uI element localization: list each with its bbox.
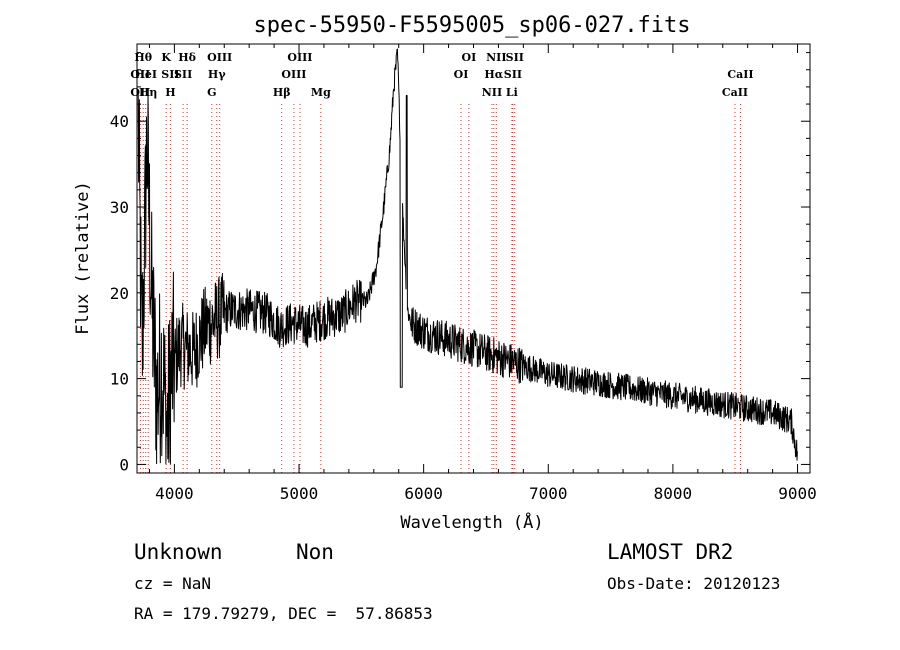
line-marker-label: Hβ [273, 86, 291, 99]
line-marker-label: G [207, 86, 216, 99]
y-tick-label: 40 [110, 112, 129, 131]
line-marker-label: SII [504, 68, 522, 81]
y-tick-label: 20 [110, 284, 129, 303]
line-marker-label: Hγ [208, 68, 226, 81]
line-marker-label: Hθ [134, 51, 152, 64]
object-subclass: Non [296, 540, 334, 564]
line-marker-label: Mg [311, 86, 331, 99]
x-tick-label: 8000 [654, 484, 693, 503]
redshift-value: cz = NaN [134, 574, 212, 593]
line-marker-label: OIII [287, 51, 312, 64]
line-marker-label: CaII [722, 86, 748, 99]
y-tick-label: 10 [110, 370, 129, 389]
x-tick-label: 9000 [778, 484, 817, 503]
line-marker-label: CaII [727, 68, 753, 81]
plot-frame [136, 43, 811, 474]
x-tick-label: 5000 [280, 484, 319, 503]
line-marker-label: OIII [281, 68, 306, 81]
line-marker-label: H [165, 86, 175, 99]
line-marker-label: NII [482, 86, 502, 99]
line-marker-label: HeI [134, 68, 157, 81]
line-marker-label: SII [506, 51, 524, 64]
x-tick-label: 6000 [404, 484, 443, 503]
line-marker-label: OIII [207, 51, 232, 64]
line-marker-label: OI [462, 51, 477, 64]
y-tick-label: 0 [119, 455, 129, 474]
line-marker-label: OI [454, 68, 469, 81]
x-tick-label: 4000 [155, 484, 194, 503]
y-axis: 0 10 20 30 40 [110, 52, 810, 474]
line-marker-label: SII [161, 68, 179, 81]
line-marker-label: K [161, 51, 171, 64]
spectrum-series [137, 48, 798, 465]
observation-date: Obs-Date: 20120123 [607, 574, 781, 593]
line-marker-label: OII [130, 68, 150, 81]
y-tick-label: 30 [110, 198, 129, 217]
spectral-line-markers: OIIOIIHθHeIHηKSIIHHδSIIGHγOIIIHβOIIIOIII… [130, 51, 754, 473]
x-axis: 4000 5000 6000 7000 8000 9000 [148, 44, 817, 503]
x-axis-label: Wavelength (Å) [400, 511, 543, 533]
survey-name: LAMOST DR2 [607, 540, 734, 564]
x-tick-label: 7000 [529, 484, 568, 503]
line-marker-label: Li [506, 86, 518, 99]
line-marker-label: Hδ [178, 51, 196, 64]
line-marker-label: NII [486, 51, 506, 64]
line-marker-label: Hα [484, 68, 503, 81]
coordinates: RA = 179.79279, DEC = 57.86853 [134, 604, 433, 623]
line-marker-label: Hη [139, 86, 157, 99]
line-marker-label: OII [130, 86, 150, 99]
y-axis-label: Flux (relative) [73, 181, 93, 335]
chart-title: spec-55950-F5595005_sp06-027.fits [253, 13, 690, 38]
spectrum-line [137, 48, 798, 465]
line-marker-label: SII [174, 68, 192, 81]
object-class: Unknown [134, 540, 223, 564]
